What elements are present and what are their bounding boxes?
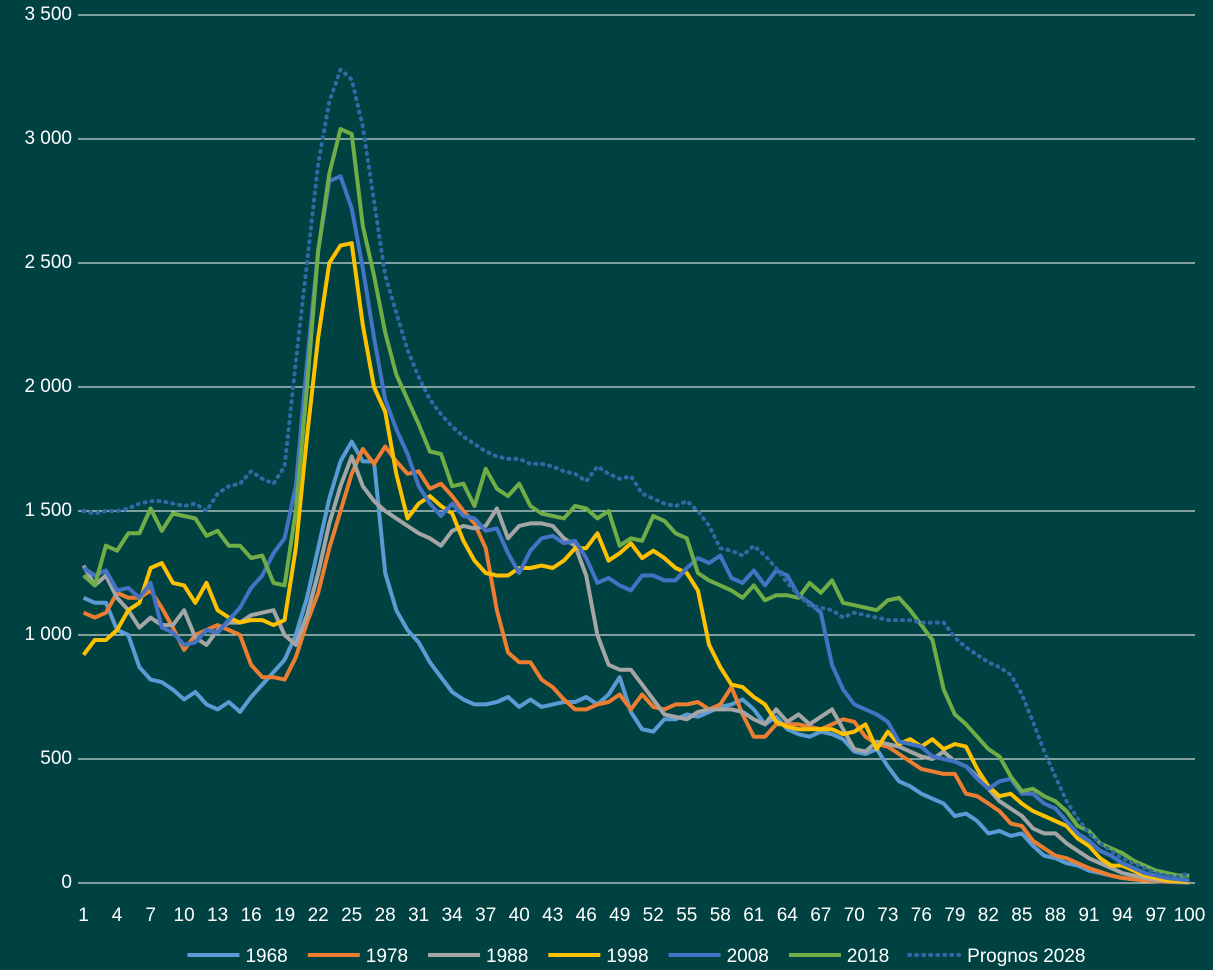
legend-label: 1968	[245, 946, 287, 967]
x-tick-label: 67	[810, 905, 831, 926]
x-tick-label: 4	[112, 905, 123, 926]
x-tick-label: 82	[978, 905, 999, 926]
x-tick-label: 79	[944, 905, 965, 926]
x-tick-label: 22	[308, 905, 329, 926]
series-line	[82, 174, 1190, 883]
x-tick-label: 85	[1011, 905, 1032, 926]
legend-label: 1988	[486, 946, 528, 967]
x-tick-label: 10	[174, 905, 195, 926]
series-line	[81, 67, 1192, 879]
x-tick-label: 100	[1174, 905, 1206, 926]
x-tick-label: 55	[676, 905, 697, 926]
x-tick-label: 91	[1078, 905, 1099, 926]
y-tick-label: 2 000	[24, 376, 72, 397]
legend-label: Prognos 2028	[967, 946, 1085, 967]
series-line	[82, 241, 1190, 884]
legend-label: 1978	[366, 946, 408, 967]
series-line	[82, 127, 1190, 878]
y-tick-label: 0	[61, 872, 72, 893]
y-tick-label: 1 500	[24, 500, 72, 521]
x-tick-label: 46	[576, 905, 597, 926]
x-tick-label: 16	[241, 905, 262, 926]
y-tick-label: 1 000	[24, 624, 72, 645]
legend-label: 1998	[606, 946, 648, 967]
x-tick-label: 58	[710, 905, 731, 926]
x-tick-label: 49	[609, 905, 630, 926]
y-tick-label: 500	[40, 748, 72, 769]
x-tick-label: 25	[341, 905, 362, 926]
legend-label: 2008	[727, 946, 769, 967]
x-tick-label: 34	[442, 905, 464, 926]
series-line	[82, 444, 1190, 885]
x-tick-label: 94	[1112, 905, 1134, 926]
x-tick-label: 40	[509, 905, 530, 926]
x-tick-label: 70	[844, 905, 865, 926]
x-tick-label: 7	[145, 905, 156, 926]
y-tick-label: 2 500	[24, 252, 72, 273]
x-tick-label: 88	[1045, 905, 1066, 926]
x-tick-label: 37	[475, 905, 496, 926]
y-tick-label: 3 000	[24, 128, 72, 149]
x-tick-label: 97	[1145, 905, 1166, 926]
x-tick-label: 43	[542, 905, 563, 926]
x-tick-label: 13	[207, 905, 228, 926]
y-tick-label: 3 500	[24, 4, 72, 25]
series-line	[81, 454, 1190, 885]
x-tick-label: 52	[643, 905, 664, 926]
x-tick-label: 64	[777, 905, 799, 926]
x-tick-label: 31	[408, 905, 429, 926]
x-tick-label: 76	[911, 905, 932, 926]
x-tick-label: 19	[274, 905, 295, 926]
x-tick-label: 73	[877, 905, 898, 926]
x-tick-label: 61	[743, 905, 764, 926]
x-tick-label: 28	[375, 905, 396, 926]
x-tick-label: 1	[78, 905, 89, 926]
legend-label: 2018	[847, 946, 889, 967]
